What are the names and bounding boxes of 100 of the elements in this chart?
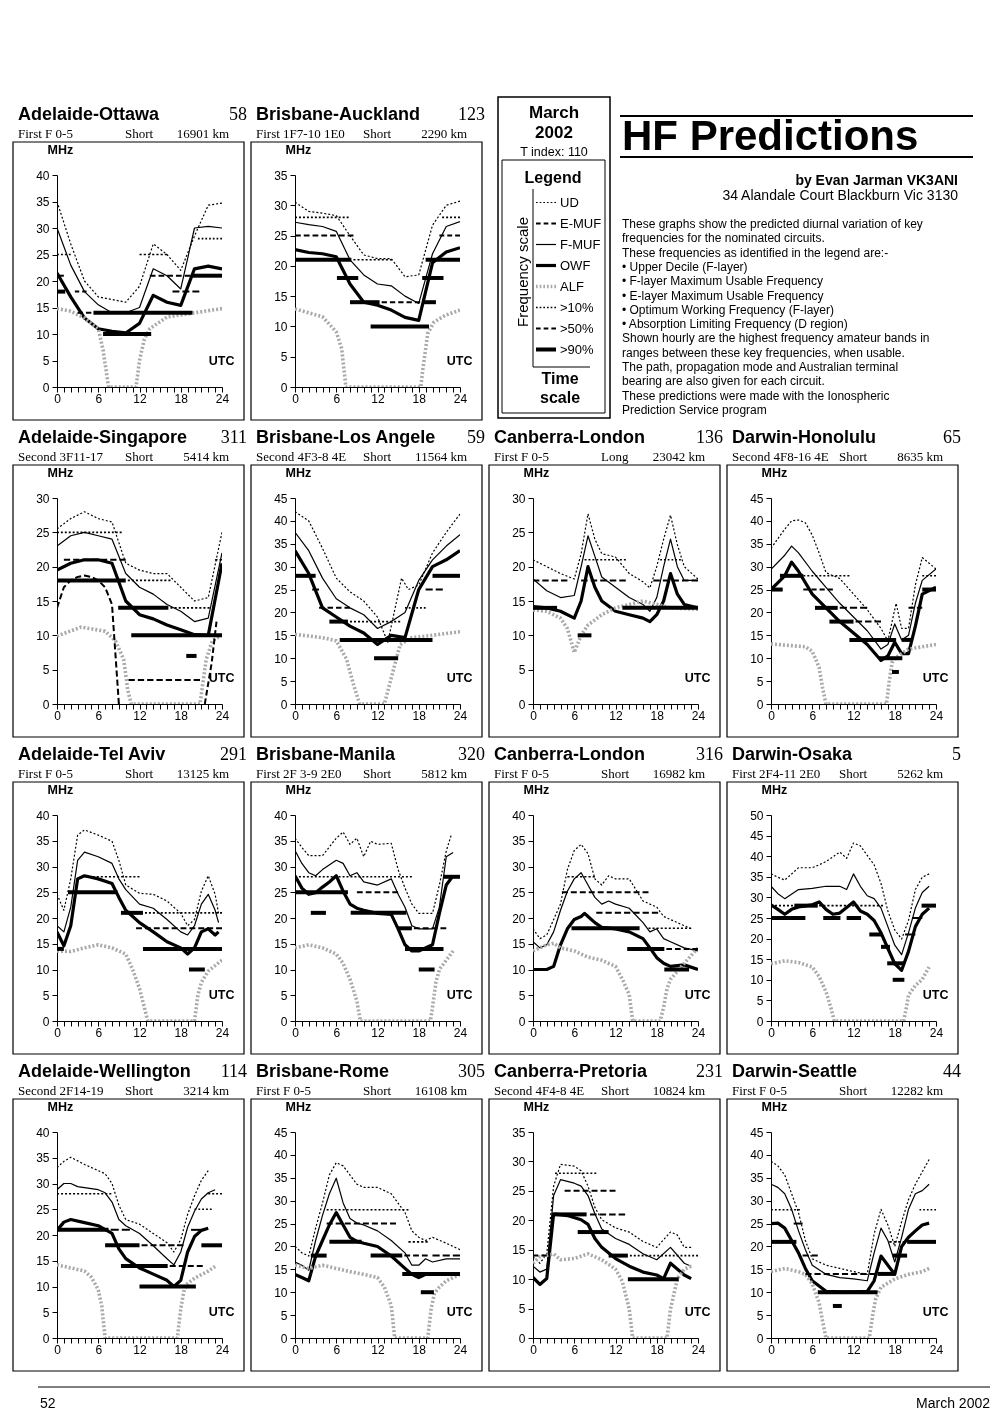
y-tick-label: 5 [280,1308,288,1323]
y-tick-label: 5 [42,1305,50,1320]
y-tick-label: 0 [756,697,764,712]
text: HF Predictions [622,112,919,159]
y-tick-label: 10 [274,1285,288,1300]
x-tick-label: 24 [691,1025,706,1040]
x-tick-label: 24 [929,708,944,723]
x-tick-label: 6 [333,391,341,406]
y-tick-label: 25 [36,1202,50,1217]
y-tick-label: 30 [36,221,50,236]
y-tick-label: 0 [42,380,50,395]
y-tick-label: 30 [274,198,288,213]
text: These frequencies as identified in the legend are:- [622,245,889,260]
chart-subtitle: First F 0-5 [494,766,549,781]
y-tick-label: 5 [280,674,288,689]
x-tick-label: 18 [650,1342,665,1357]
x-tick-label: 6 [95,708,103,723]
y-tick-label: 25 [512,885,526,900]
y-tick-label: 45 [274,491,288,506]
x-tick-label: 12 [609,1025,623,1040]
x-tick-label: 6 [809,1025,817,1040]
chart-subtitle: First 2F4-11 2E0 [732,766,821,781]
x-tick-label: 24 [215,391,230,406]
x-axis-title: UTC [446,1304,473,1319]
x-axis-title: UTC [208,670,235,685]
text: Short [839,1083,868,1098]
y-tick-label: 15 [512,937,526,952]
text: 8635 km [897,449,943,464]
y-tick-label: 30 [512,491,526,506]
y-tick-label: 0 [42,1014,50,1029]
x-tick-label: 0 [54,708,62,723]
text: Short [125,449,154,464]
text: • F-layer Maximum Usable Frequency [622,274,823,289]
y-tick-label: 40 [274,808,288,823]
chart-subtitle: First 2F 3-9 2E0 [256,766,342,781]
y-tick-label: 15 [274,937,288,952]
y-tick-label: 20 [274,605,288,620]
x-tick-label: 12 [847,708,861,723]
x-axis-title: UTC [922,670,949,685]
y-tick-label: 15 [36,937,50,952]
y-tick-label: 10 [512,963,526,977]
text: 65 [943,427,961,447]
x-tick-label: 6 [809,708,817,723]
text: 16901 km [176,126,229,141]
x-tick-label: 0 [768,1025,776,1040]
y-tick-label: 40 [274,1148,288,1163]
x-tick-label: 24 [215,708,230,723]
y-tick-label: 30 [512,1154,526,1169]
x-tick-label: 24 [929,1025,944,1040]
x-tick-label: 12 [371,391,385,406]
x-tick-label: 24 [691,1342,706,1357]
text: • E-layer Maximum Usable Frequency [622,288,824,303]
x-tick-label: 18 [174,1025,189,1040]
y-tick-label: 0 [42,1331,50,1346]
legend-label: E-MUF [560,216,602,231]
text: T index: 110 [520,145,588,159]
x-tick-label: 18 [888,1342,903,1357]
y-tick-label: 0 [42,697,50,712]
y-tick-label: 10 [36,628,50,643]
y-tick-label: 10 [750,1285,764,1300]
chart-title: Brisbane-Manila [256,744,397,764]
x-tick-label: 6 [333,1342,341,1357]
x-tick-label: 0 [292,1342,300,1357]
y-tick-label: 15 [36,594,50,609]
x-tick-label: 18 [412,1025,427,1040]
y-tick-label: 35 [36,195,50,209]
chart-title: Darwin-Osaka [732,744,854,764]
x-axis-title: UTC [446,987,473,1002]
y-tick-label: 25 [750,1217,764,1232]
text: 11564 km [415,449,467,464]
y-tick-label: 15 [274,628,288,643]
x-tick-label: 0 [530,708,538,723]
y-tick-label: 25 [36,885,50,900]
y-tick-label: 0 [280,380,288,395]
y-axis-title: MHz [285,465,312,480]
chart-title: Brisbane-Auckland [256,104,421,124]
x-tick-label: 12 [609,1342,623,1357]
y-tick-label: 20 [36,911,50,926]
text: These predictions were made with the Ionospheric Prediction Service program [622,388,890,417]
x-tick-label: 18 [888,1025,903,1040]
x-tick-label: 0 [292,708,300,723]
y-tick-label: 5 [42,988,50,1003]
y-tick-label: 40 [750,514,764,529]
y-tick-label: 0 [280,697,288,712]
text: 58 [229,104,247,124]
chart-title: Darwin-Seattle [732,1061,858,1081]
y-axis-title: MHz [523,1099,550,1114]
text: Short [363,449,392,464]
text: 231 [696,1061,723,1081]
y-tick-label: 35 [512,834,526,849]
y-tick-label: 30 [36,1177,50,1191]
text: 16108 km [414,1083,467,1098]
y-tick-label: 5 [756,1308,764,1323]
x-tick-label: 12 [609,708,623,723]
y-tick-label: 40 [512,808,526,823]
y-tick-label: 45 [750,829,764,844]
y-tick-label: 20 [36,560,50,575]
x-axis-title: UTC [446,670,473,685]
x-tick-label: 0 [54,1025,62,1040]
text: Short [125,1083,154,1098]
